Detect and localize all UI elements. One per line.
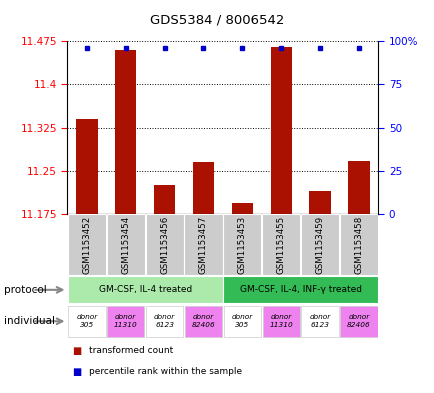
Bar: [76, 119, 97, 214]
Text: GSM1153452: GSM1153452: [82, 215, 91, 274]
Bar: [223, 214, 261, 275]
Text: GM-CSF, IL-4 treated: GM-CSF, IL-4 treated: [99, 285, 191, 294]
Bar: [184, 306, 222, 337]
Text: protocol: protocol: [4, 285, 47, 295]
Text: GSM1153454: GSM1153454: [121, 215, 130, 274]
Text: transformed count: transformed count: [89, 346, 173, 355]
Text: GSM1153453: GSM1153453: [237, 215, 247, 274]
Bar: [223, 276, 377, 303]
Bar: [192, 162, 214, 214]
Text: ■: ■: [72, 346, 81, 356]
Text: GSM1153455: GSM1153455: [276, 215, 285, 274]
Text: donor
6123: donor 6123: [154, 314, 175, 328]
Bar: [107, 306, 144, 337]
Bar: [184, 214, 222, 275]
Text: donor
6123: donor 6123: [309, 314, 330, 328]
Text: percentile rank within the sample: percentile rank within the sample: [89, 367, 242, 376]
Bar: [262, 214, 299, 275]
Bar: [231, 203, 253, 214]
Bar: [339, 306, 377, 337]
Bar: [146, 306, 183, 337]
Bar: [68, 276, 222, 303]
Text: donor
305: donor 305: [231, 314, 253, 328]
Text: ■: ■: [72, 367, 81, 377]
Bar: [106, 214, 145, 275]
Bar: [348, 161, 369, 214]
Bar: [339, 214, 377, 275]
Text: GSM1153458: GSM1153458: [354, 215, 363, 274]
Text: donor
82406: donor 82406: [191, 314, 215, 328]
Text: individual: individual: [4, 316, 55, 326]
Bar: [309, 191, 330, 214]
Bar: [68, 306, 105, 337]
Text: GSM1153456: GSM1153456: [160, 215, 169, 274]
Text: GM-CSF, IL-4, INF-γ treated: GM-CSF, IL-4, INF-γ treated: [239, 285, 361, 294]
Bar: [300, 214, 339, 275]
Bar: [68, 214, 105, 275]
Bar: [262, 306, 299, 337]
Text: donor
11310: donor 11310: [269, 314, 293, 328]
Bar: [145, 214, 183, 275]
Bar: [115, 50, 136, 214]
Bar: [270, 47, 291, 214]
Bar: [223, 306, 260, 337]
Text: GSM1153459: GSM1153459: [315, 216, 324, 274]
Text: donor
11310: donor 11310: [114, 314, 137, 328]
Bar: [154, 185, 175, 214]
Text: GDS5384 / 8006542: GDS5384 / 8006542: [150, 14, 284, 27]
Bar: [301, 306, 338, 337]
Text: donor
305: donor 305: [76, 314, 97, 328]
Text: donor
82406: donor 82406: [346, 314, 370, 328]
Text: GSM1153457: GSM1153457: [198, 215, 207, 274]
